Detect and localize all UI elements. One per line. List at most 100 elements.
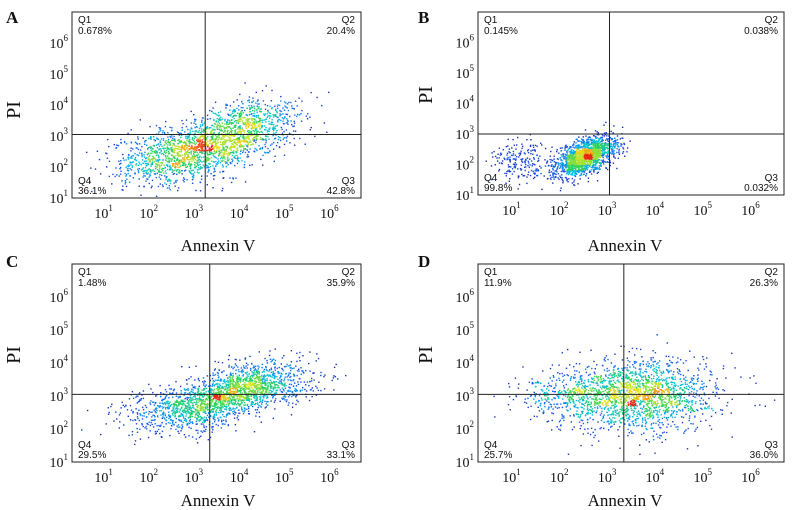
- event-dot: [168, 148, 170, 151]
- event-dot: [236, 375, 238, 377]
- event-dot: [592, 161, 594, 164]
- event-dot: [612, 145, 615, 147]
- event-dot: [185, 147, 188, 150]
- event-dot: [560, 187, 562, 189]
- event-dot: [232, 146, 235, 148]
- event-dot: [291, 123, 293, 126]
- event-dot: [189, 142, 191, 144]
- event-dot: [583, 167, 586, 169]
- event-dot: [175, 421, 177, 424]
- event-dot: [216, 391, 219, 394]
- event-dot: [188, 148, 190, 150]
- event-dot: [159, 174, 161, 176]
- event-dot: [189, 132, 191, 135]
- event-dot: [496, 157, 498, 159]
- event-dot: [167, 180, 169, 183]
- event-dot: [280, 95, 282, 98]
- event-dot: [195, 162, 197, 164]
- event-dot: [592, 169, 595, 171]
- event-dot: [164, 170, 167, 172]
- event-dot: [261, 366, 263, 369]
- event-dot: [193, 151, 196, 153]
- event-dot: [176, 148, 178, 150]
- event-dot: [252, 372, 254, 374]
- event-dot: [280, 363, 282, 365]
- event-dot: [255, 415, 257, 417]
- event-dot: [261, 121, 264, 124]
- event-dot: [218, 388, 220, 390]
- event-dot: [596, 137, 599, 139]
- event-dot: [583, 158, 585, 161]
- event-dot: [206, 175, 208, 177]
- event-dot: [213, 421, 216, 423]
- event-dot: [145, 160, 148, 162]
- event-dot: [577, 183, 579, 185]
- event-dot: [568, 168, 570, 171]
- event-dot: [256, 122, 258, 124]
- event-dot: [180, 420, 183, 423]
- event-dot: [204, 400, 206, 403]
- event-dot: [581, 156, 584, 158]
- event-dot: [212, 138, 214, 140]
- event-dot: [158, 148, 160, 150]
- event-dot: [168, 159, 171, 161]
- event-dot: [599, 156, 602, 159]
- event-dot: [318, 381, 320, 383]
- event-dot: [229, 151, 232, 154]
- event-dot: [171, 158, 173, 160]
- event-dot: [191, 384, 193, 386]
- event-dot: [281, 132, 284, 134]
- event-dot: [613, 150, 615, 152]
- event-dot: [255, 138, 258, 140]
- event-dot: [205, 148, 207, 150]
- event-dot: [234, 157, 236, 159]
- event-dot: [600, 144, 602, 146]
- event-dot: [185, 119, 188, 121]
- y-tick-label: 101: [50, 188, 69, 207]
- event-dot: [184, 152, 186, 155]
- event-dot: [249, 377, 252, 379]
- event-dot: [206, 167, 208, 169]
- event-dot: [159, 152, 161, 154]
- event-dot: [213, 118, 215, 121]
- event-dot: [280, 100, 282, 102]
- event-dot: [267, 151, 270, 154]
- event-dot: [196, 151, 198, 154]
- event-dot: [178, 401, 180, 404]
- event-dot: [205, 408, 207, 410]
- event-dot: [573, 152, 575, 154]
- event-dot: [578, 171, 580, 174]
- event-dot: [578, 170, 581, 172]
- event-dot: [213, 418, 215, 420]
- event-dot: [520, 158, 522, 161]
- event-dot: [216, 123, 219, 125]
- event-dot: [259, 108, 262, 110]
- event-dot: [502, 149, 505, 151]
- event-dot: [248, 379, 251, 382]
- event-dot: [189, 148, 191, 150]
- event-dot: [180, 430, 182, 432]
- event-dot: [596, 146, 599, 148]
- event-dot: [215, 404, 218, 406]
- event-dot: [596, 159, 598, 162]
- event-dot: [199, 124, 202, 126]
- event-dot: [206, 394, 208, 397]
- event-dot: [252, 118, 254, 120]
- event-dot: [163, 426, 165, 428]
- event-dot: [243, 387, 245, 390]
- event-dot: [230, 147, 232, 150]
- event-dot: [603, 153, 605, 155]
- event-dot: [506, 172, 508, 175]
- event-dot: [224, 385, 226, 388]
- event-dot: [161, 161, 163, 164]
- event-dot: [225, 107, 227, 109]
- event-dot: [499, 154, 501, 156]
- event-dot: [168, 147, 170, 150]
- event-dot: [198, 142, 201, 145]
- event-dot: [184, 169, 187, 171]
- event-dot: [603, 149, 605, 152]
- event-dot: [574, 160, 577, 162]
- event-dot: [221, 405, 223, 407]
- event-dot: [191, 142, 193, 144]
- event-dot: [183, 147, 186, 149]
